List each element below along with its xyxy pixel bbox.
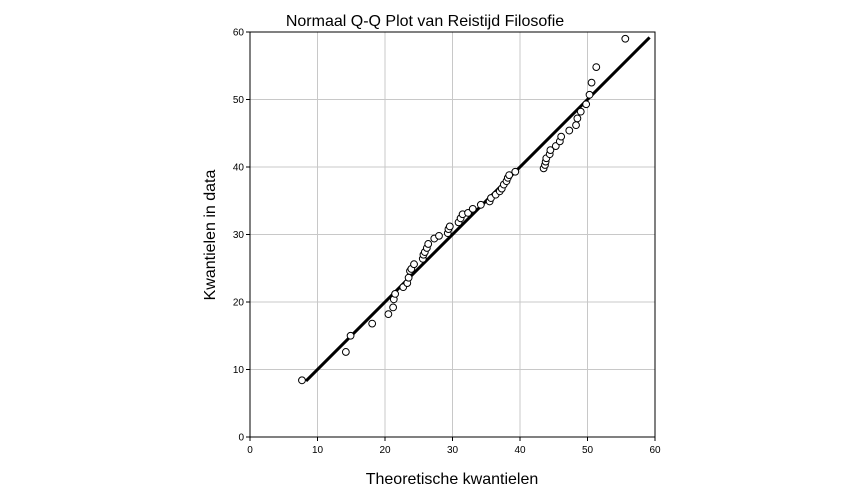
plot-frame: [249, 31, 656, 438]
data-point: [592, 63, 601, 71]
x-axis-label: Theoretische kwantielen: [366, 471, 539, 488]
data-point: [384, 310, 393, 319]
data-point: [410, 260, 418, 269]
data-point: [476, 200, 485, 209]
reference-line-group: [304, 36, 651, 383]
data-point: [576, 107, 585, 116]
data-point: [572, 121, 580, 130]
data-point: [582, 100, 591, 109]
reference-line: [304, 36, 651, 383]
x-tick-label: 40: [514, 445, 526, 456]
axis-ticks: 0 10 20 30 40 50 60 0 10 20 30 40 50 60: [233, 28, 661, 457]
y-tick-label: 50: [233, 95, 245, 106]
data-point: [557, 132, 566, 141]
x-tick-label: 50: [582, 445, 594, 456]
data-point: [511, 167, 520, 176]
data-point: [621, 34, 630, 43]
y-tick-label: 60: [233, 28, 245, 39]
y-axis-label: Kwantielen in data: [202, 170, 219, 301]
data-points: [298, 34, 630, 385]
data-point: [298, 376, 306, 385]
y-tick-label: 10: [233, 365, 245, 376]
y-tick-label: 40: [233, 163, 245, 174]
x-tick-label: 10: [312, 445, 324, 456]
chart-title: Normaal Q-Q Plot van Reistijd Filosofie: [286, 13, 564, 30]
data-point: [424, 240, 433, 248]
x-tick-label: 30: [447, 445, 459, 456]
y-tick-label: 20: [233, 298, 245, 309]
data-point: [435, 231, 443, 240]
data-point: [404, 273, 413, 282]
x-tick-label: 60: [649, 445, 661, 456]
data-point: [341, 348, 350, 356]
data-point: [585, 90, 594, 99]
data-point: [546, 146, 555, 155]
data-point: [573, 114, 582, 123]
data-point: [368, 319, 377, 328]
data-point: [587, 78, 596, 87]
data-point: [445, 222, 454, 231]
x-tick-label: 20: [379, 445, 391, 456]
y-tick-label: 0: [238, 433, 244, 444]
data-point: [565, 126, 574, 135]
data-point: [389, 303, 398, 312]
data-point: [468, 204, 477, 213]
x-tick-label: 0: [247, 445, 253, 456]
data-point: [505, 171, 514, 180]
data-point: [346, 331, 355, 340]
y-tick-label: 30: [233, 230, 245, 241]
data-point: [391, 290, 400, 298]
